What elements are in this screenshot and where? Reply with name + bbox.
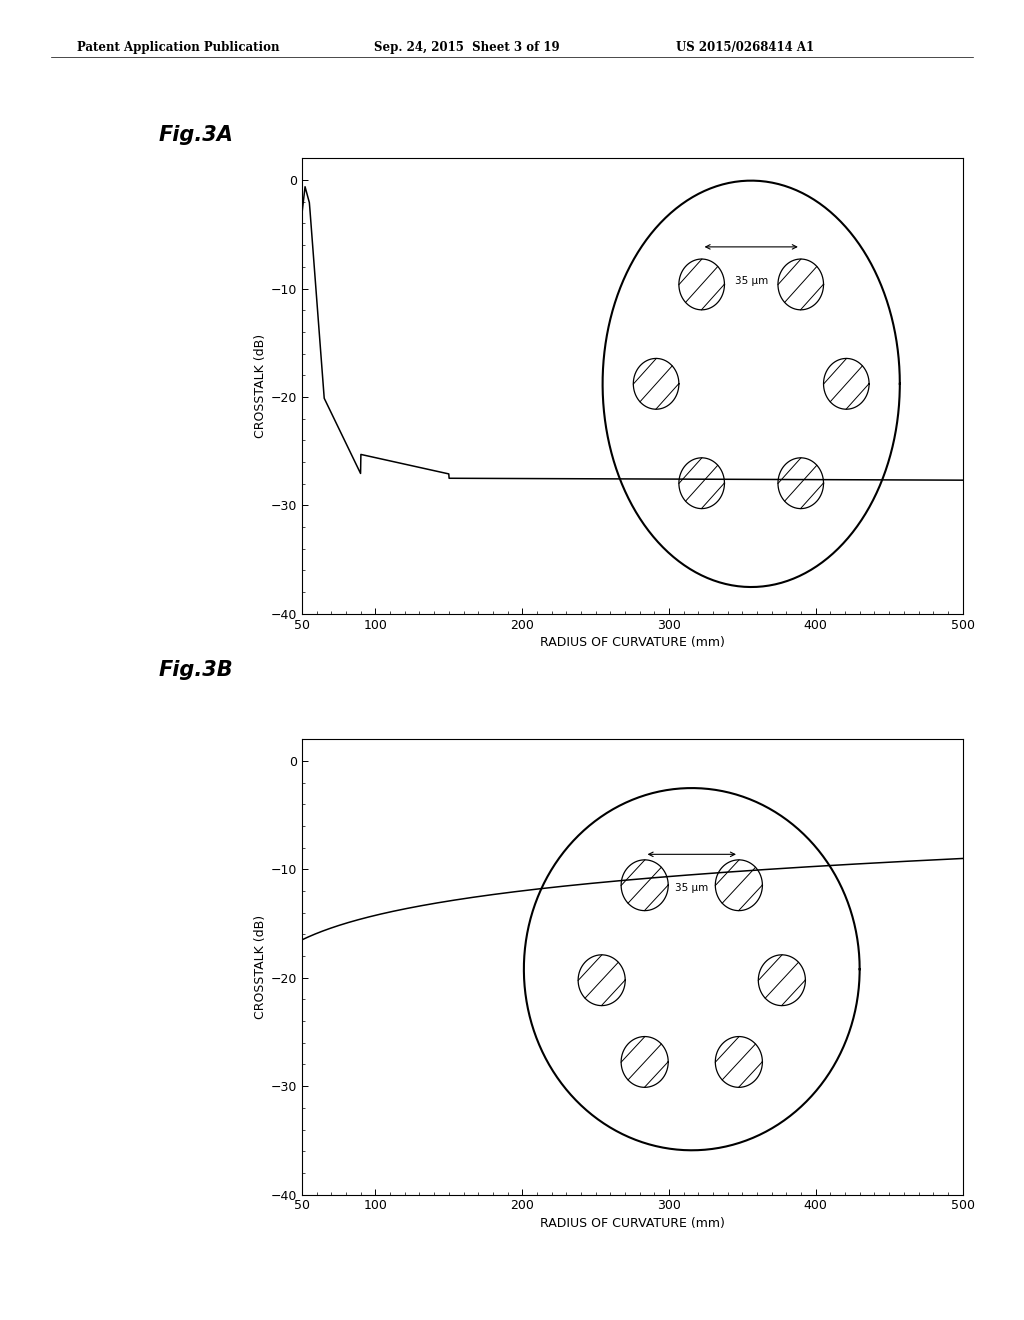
Text: Sep. 24, 2015  Sheet 3 of 19: Sep. 24, 2015 Sheet 3 of 19 bbox=[374, 41, 559, 54]
Y-axis label: CROSSTALK (dB): CROSSTALK (dB) bbox=[254, 334, 266, 438]
X-axis label: RADIUS OF CURVATURE (mm): RADIUS OF CURVATURE (mm) bbox=[540, 636, 725, 649]
Y-axis label: CROSSTALK (dB): CROSSTALK (dB) bbox=[254, 915, 266, 1019]
Text: US 2015/0268414 A1: US 2015/0268414 A1 bbox=[676, 41, 814, 54]
Text: Fig.3A: Fig.3A bbox=[159, 125, 233, 145]
Text: Fig.3B: Fig.3B bbox=[159, 660, 233, 680]
X-axis label: RADIUS OF CURVATURE (mm): RADIUS OF CURVATURE (mm) bbox=[540, 1217, 725, 1230]
Text: Patent Application Publication: Patent Application Publication bbox=[77, 41, 280, 54]
